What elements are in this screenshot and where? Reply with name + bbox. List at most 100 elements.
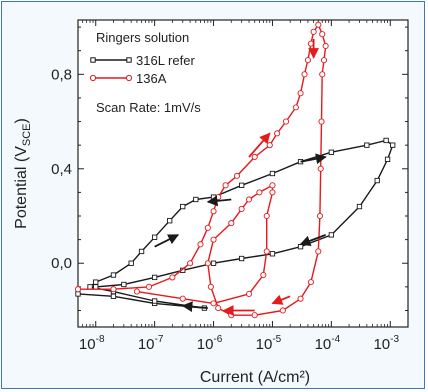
data-point [279, 307, 286, 314]
direction-arrow [248, 132, 271, 158]
data-point [74, 286, 82, 293]
legend-label: 136A [136, 71, 167, 86]
direction-arrow [206, 195, 232, 207]
data-point [319, 71, 326, 78]
direction-arrow [181, 301, 208, 313]
data-point [110, 272, 117, 278]
data-point [297, 295, 304, 302]
data-point [319, 31, 326, 38]
data-point [121, 281, 127, 288]
scan-rate-annotation: Scan Rate: 1mV/s [96, 100, 201, 115]
data-point [210, 194, 217, 200]
data-point [204, 260, 211, 267]
data-point [167, 218, 173, 224]
direction-arrow [154, 234, 180, 248]
data-point [239, 255, 245, 262]
data-point [301, 71, 308, 78]
data-point [204, 224, 211, 231]
data-point [233, 172, 241, 179]
data-point [269, 189, 276, 196]
legend-marker [90, 57, 96, 63]
data-point [297, 244, 304, 250]
legend-label: 316L refer [136, 53, 195, 68]
data-point [179, 295, 186, 302]
data-point [251, 153, 258, 161]
data-point [210, 208, 217, 215]
data-point [315, 248, 322, 255]
x-axis-title: Current (A/cm²) [200, 369, 310, 386]
data-point [197, 241, 204, 248]
data-point [75, 291, 81, 297]
series-0 [75, 137, 396, 311]
plot-area [77, 19, 409, 328]
data-point [110, 286, 117, 293]
data-point [228, 220, 235, 227]
data-point [292, 104, 299, 111]
data-point [145, 283, 152, 290]
data-point [274, 130, 281, 137]
data-point [310, 28, 317, 35]
data-point [128, 260, 134, 266]
legend-marker [125, 74, 133, 82]
data-point [210, 300, 217, 307]
data-point [245, 196, 253, 203]
x-tick-label: 10-3 [373, 334, 399, 353]
direction-arrow [300, 153, 327, 165]
legend-title: Ringers solution [96, 30, 189, 45]
data-point [320, 57, 328, 64]
data-point [87, 284, 93, 290]
data-point [151, 274, 158, 281]
data-point [180, 203, 186, 210]
data-point [251, 312, 258, 319]
legend: Ringers solution 316L refer 136A [89, 30, 195, 86]
x-tick-label: 10-7 [138, 334, 164, 353]
data-point [133, 288, 140, 295]
x-tick-label: 10-4 [315, 334, 341, 353]
data-point [215, 194, 222, 201]
data-point [260, 271, 267, 279]
data-point [364, 142, 370, 148]
data-point [269, 170, 276, 177]
data-point [245, 290, 253, 297]
data-point [238, 205, 245, 212]
data-point [269, 182, 276, 189]
data-point [322, 42, 329, 50]
series-line [78, 24, 327, 316]
data-point [374, 177, 380, 184]
data-point [304, 57, 311, 64]
data-point [207, 283, 214, 290]
data-point [222, 182, 229, 189]
series-1 [74, 21, 329, 319]
data-point [151, 298, 158, 304]
legend-marker [126, 57, 132, 63]
data-point [316, 212, 323, 220]
data-point [256, 189, 263, 196]
data-point [110, 293, 117, 299]
data-point [228, 312, 235, 319]
data-point [390, 142, 396, 148]
data-point [239, 182, 245, 188]
data-point [93, 284, 99, 290]
data-point [269, 251, 276, 257]
data-point [210, 260, 217, 266]
data-point [383, 137, 389, 144]
x-tick-label: 10-6 [197, 334, 223, 353]
data-point [187, 260, 194, 267]
data-point [215, 305, 222, 312]
legend-marker [89, 74, 97, 82]
data-point [210, 236, 217, 243]
direction-arrow [271, 294, 291, 305]
x-tick-label: 10-8 [79, 334, 105, 353]
data-point [318, 118, 325, 125]
data-point [193, 196, 199, 203]
y-axis-title: Potential (VSCE) [13, 118, 33, 229]
data-point [328, 149, 335, 155]
y-tick-label: 0,8 [51, 66, 72, 83]
data-point [328, 232, 335, 238]
data-point [138, 248, 145, 255]
y-tick-label: 0,0 [51, 255, 72, 272]
data-point [263, 248, 270, 255]
data-point [282, 118, 290, 125]
